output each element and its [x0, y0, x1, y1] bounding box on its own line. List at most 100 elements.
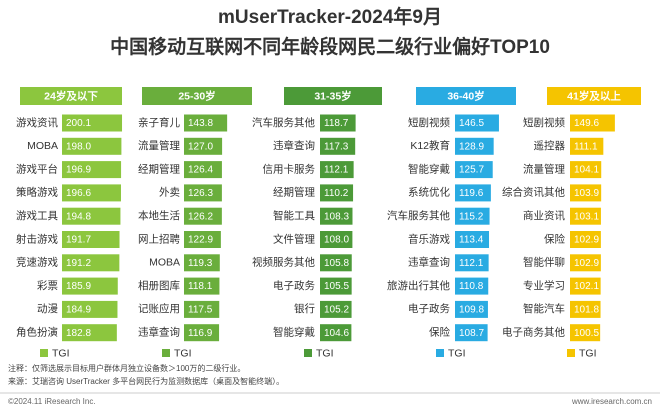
value-label: 200.1	[66, 118, 91, 129]
bar	[184, 300, 220, 318]
value-label: 146.5	[459, 118, 484, 129]
category-label: 智能汽车	[523, 302, 565, 315]
panel-title: 41岁及以上	[567, 89, 621, 102]
panel-header	[547, 87, 641, 105]
category-label: 电子政务	[408, 302, 450, 315]
value-label: 116.9	[188, 328, 213, 339]
value-label: 113.4	[459, 235, 484, 246]
value-label: 126.4	[188, 165, 213, 176]
bar	[184, 114, 228, 132]
value-label: 108.7	[459, 328, 484, 339]
bar	[570, 114, 615, 132]
category-label: 游戏资讯	[16, 116, 58, 129]
value-label: 125.7	[459, 165, 484, 176]
value-label: 182.8	[66, 328, 91, 339]
bar	[184, 161, 222, 179]
category-label: 违章查询	[408, 256, 450, 269]
value-label: 127.0	[188, 141, 213, 152]
value-label: 111.1	[574, 141, 598, 152]
bar	[455, 277, 489, 295]
value-label: 119.6	[459, 188, 484, 199]
legend-swatch	[304, 349, 312, 357]
bar	[184, 231, 221, 248]
value-label: 198.0	[66, 141, 91, 152]
bar	[320, 231, 353, 248]
footer-left: ©2024.11 iResearch Inc.	[8, 397, 96, 406]
category-label: MOBA	[149, 257, 180, 269]
value-label: 191.7	[66, 235, 91, 246]
value-label: 112.1	[459, 258, 484, 269]
panel-title: 31-35岁	[314, 89, 351, 102]
legend-swatch	[162, 349, 170, 357]
bar	[455, 324, 488, 342]
category-label: 旅游出行其他	[387, 279, 450, 292]
category-label: 智能伴聊	[523, 256, 565, 269]
category-label: 本地生活	[138, 209, 180, 222]
bar	[62, 161, 122, 179]
legend-label: TGI	[52, 347, 70, 359]
bar	[184, 184, 222, 202]
bar	[570, 207, 601, 225]
value-label: 112.1	[324, 165, 349, 176]
panel-title: 24岁及以下	[44, 89, 98, 102]
value-label: 104.1	[574, 165, 599, 176]
title-line: mUserTracker-2024年9月	[218, 5, 442, 28]
value-label: 108.3	[324, 211, 349, 222]
category-label: 竞速游戏	[16, 256, 58, 269]
bar	[320, 277, 352, 295]
value-label: 108.0	[324, 235, 349, 246]
category-label: MOBA	[27, 140, 58, 152]
bar	[320, 300, 352, 318]
category-label: 银行	[294, 302, 315, 315]
note: 来源：艾瑞咨询 UserTracker 多平台网民行为监测数据库（桌面及智能终端…	[8, 376, 284, 386]
bar	[570, 161, 602, 179]
value-label: 105.8	[324, 258, 349, 269]
category-label: 专业学习	[523, 279, 565, 292]
bar	[320, 184, 354, 202]
bar	[570, 254, 601, 272]
bar	[570, 277, 601, 295]
category-label: 流量管理	[138, 139, 180, 152]
category-label: 信用卡服务	[263, 162, 316, 175]
value-label: 117.3	[324, 141, 349, 152]
category-label: 违章查询	[273, 139, 315, 152]
bar	[184, 324, 220, 342]
value-label: 103.1	[574, 211, 599, 222]
category-label: 视频服务其他	[252, 256, 315, 269]
category-label: 商业资讯	[523, 209, 565, 222]
category-label: 文件管理	[273, 232, 315, 245]
bar	[62, 277, 118, 295]
legend-swatch	[567, 349, 575, 357]
bar	[570, 300, 601, 318]
value-label: 185.9	[66, 281, 91, 292]
category-label: 经期管理	[273, 186, 315, 199]
value-label: 110.8	[459, 281, 484, 292]
category-label: 彩票	[37, 280, 58, 292]
value-label: 128.9	[459, 141, 484, 152]
bar	[455, 231, 490, 248]
value-label: 149.6	[574, 118, 599, 129]
value-label: 104.6	[324, 328, 349, 339]
category-label: 综合资讯其他	[502, 186, 565, 199]
bar	[62, 137, 122, 155]
bar	[184, 207, 222, 225]
value-label: 110.2	[324, 188, 349, 199]
category-label: 智能穿戴	[408, 162, 450, 175]
value-label: 122.9	[188, 235, 213, 246]
value-label: 100.5	[574, 328, 599, 339]
value-label: 105.5	[324, 281, 349, 292]
value-label: 196.6	[66, 188, 91, 199]
category-label: 智能工具	[273, 209, 315, 222]
category-label: 违章查询	[138, 325, 180, 338]
panel-header	[20, 87, 122, 105]
bar	[570, 137, 604, 155]
bar	[320, 114, 356, 132]
category-label: 保险	[544, 232, 565, 245]
legend-label: TGI	[448, 347, 466, 359]
legend-label: TGI	[316, 347, 334, 359]
category-label: 角色扮演	[16, 325, 58, 338]
value-label: 105.2	[324, 305, 349, 316]
footer-right: www.iresearch.com.cn	[571, 397, 652, 406]
bar	[570, 324, 601, 342]
